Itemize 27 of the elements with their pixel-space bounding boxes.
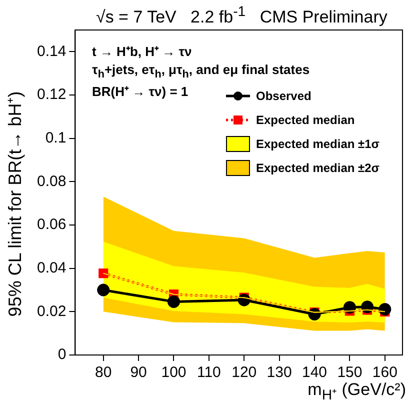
annotation: t → H⁺b, H⁺ → τν xyxy=(92,43,192,60)
y-tick-label: 0.1 xyxy=(45,129,66,146)
annotation: τ$_{h}$+jets, eτ$_{h}$, μτ$_{h}$, and eμ final states xyxy=(92,62,310,81)
x-tick-label: 90 xyxy=(130,364,147,382)
legend-label: Expected median ±1σ xyxy=(256,137,380,151)
x-axis-title: m$_{H⁺}$ (GeV/c²) xyxy=(308,380,406,404)
legend-label: Observed xyxy=(256,89,312,103)
x-tick-label: 100 xyxy=(161,364,186,382)
y-tick-label: 0.02 xyxy=(36,302,66,320)
x-tick-label: 160 xyxy=(372,364,398,382)
y-tick-label: 0.04 xyxy=(36,259,66,276)
y-axis-title: 95% CL limit for BR(t→ bH⁺) xyxy=(4,91,26,317)
y-tick-label: 0.06 xyxy=(36,216,66,234)
y-tick-label: 0.08 xyxy=(36,172,66,190)
y-tick-label: 0.14 xyxy=(36,42,66,60)
x-tick-label: 80 xyxy=(95,364,112,382)
chart-title: √s = 7 TeV 2.2 fb$^{-1}$ CMS Preliminary xyxy=(96,4,388,28)
y-tick-label: 0 xyxy=(58,346,66,364)
y-tick-label: 0.12 xyxy=(36,86,66,104)
x-tick-label: 110 xyxy=(196,364,221,382)
legend-label: Expected median xyxy=(256,113,355,127)
annotation: BR(H⁺ → τν) = 1 xyxy=(92,83,188,100)
x-tick-label: 130 xyxy=(266,364,292,382)
x-tick-label: 120 xyxy=(232,364,257,382)
x-tick-label: 140 xyxy=(302,364,328,382)
legend-label: Expected median ±2σ xyxy=(256,161,380,175)
x-tick-label: 150 xyxy=(337,364,362,382)
